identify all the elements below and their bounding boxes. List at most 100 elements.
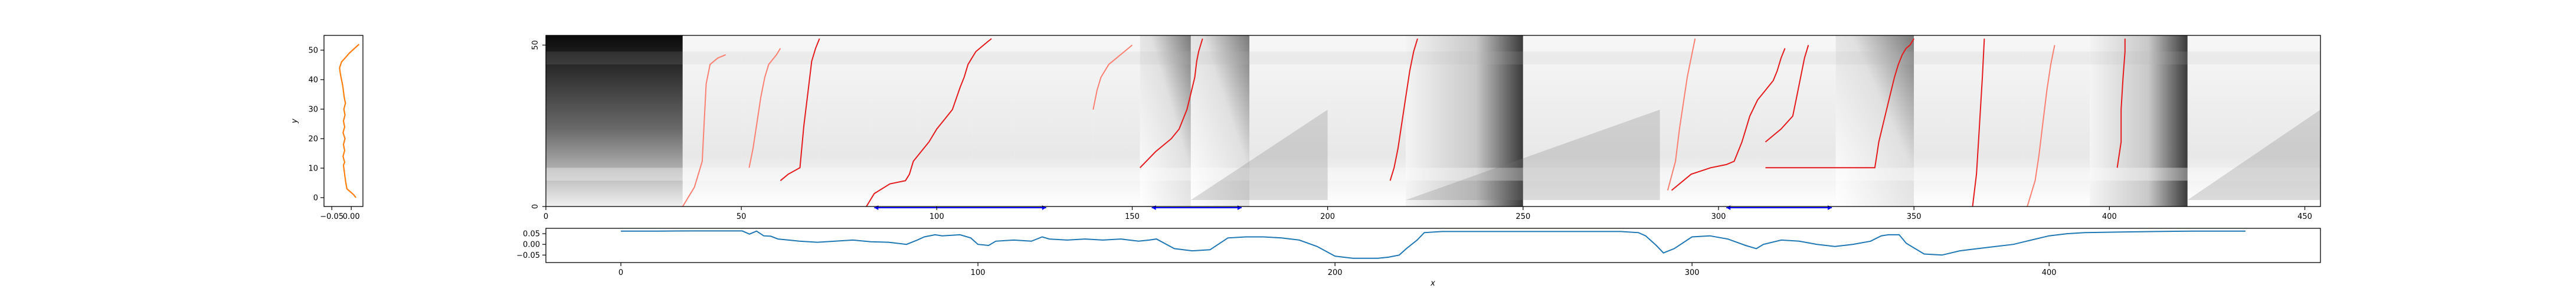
side-profile-series-line xyxy=(339,44,360,198)
heatmap-segment xyxy=(2023,35,2090,206)
side-ytick-label: 50 xyxy=(308,47,318,55)
heatmap-segment xyxy=(1014,35,1094,206)
alignment-path-salmon xyxy=(682,54,726,206)
bottom-xtick-label: 0 xyxy=(618,268,623,277)
heatmap-band xyxy=(819,51,870,65)
heatmap-band xyxy=(1327,168,1406,181)
heatmap-band xyxy=(1406,51,1523,65)
side-profile-line-group xyxy=(339,44,360,198)
side-profile-yticks: 0 10 20 30 40 50 xyxy=(308,47,324,203)
side-profile-ylabel: y xyxy=(290,119,299,124)
heatmap-band xyxy=(1835,168,1914,181)
bottom-series-frame xyxy=(545,228,2321,263)
alignment-path-salmon xyxy=(748,48,781,168)
heatmap-band xyxy=(2023,168,2090,181)
heatmap-band xyxy=(1835,51,1914,65)
heatmap-band xyxy=(1523,168,1660,181)
heatmap-band xyxy=(1659,51,1699,65)
heatmap-segment xyxy=(2187,35,2320,206)
side-profile-xticks: −0.050.00 xyxy=(320,206,360,221)
bottom-xtick-label: 400 xyxy=(2042,268,2057,277)
alignment-path-red xyxy=(1765,45,1809,143)
heatmap-xtick-label: 300 xyxy=(1711,212,1726,221)
heatmap-segment xyxy=(1406,35,1523,206)
heatmap-xtick-label: 0 xyxy=(544,212,548,221)
heatmap-segment xyxy=(1972,35,2024,206)
alignment-path-red xyxy=(1765,38,1915,169)
heatmap-band xyxy=(1757,168,1836,181)
alignment-path-red xyxy=(1389,38,1418,181)
alignment-path-red xyxy=(1139,38,1203,168)
heatmap-xtick-label: 250 xyxy=(1516,212,1530,221)
alignment-path-salmon xyxy=(2027,45,2055,206)
heatmap-xtick-label: 150 xyxy=(1125,212,1140,221)
heatmap-band xyxy=(1914,51,1973,65)
alignment-path-red xyxy=(2116,38,2126,168)
heatmap-segment xyxy=(1327,35,1406,206)
heatmap-xtick-label: 200 xyxy=(1320,212,1335,221)
heatmap-band xyxy=(1249,168,1328,181)
heatmap-band xyxy=(1757,51,1836,65)
heatmap-segment xyxy=(1190,35,1250,206)
heatmap-band xyxy=(741,168,781,181)
heatmap-segment xyxy=(1914,35,1973,206)
heatmap-ytick-label: 50 xyxy=(531,40,540,50)
heatmap-band xyxy=(819,168,870,181)
heatmap-band xyxy=(2187,51,2320,65)
heatmap-shade xyxy=(1406,109,1660,201)
heatmap-segment xyxy=(819,35,870,206)
heatmap-segment xyxy=(1835,35,1914,206)
heatmap-image xyxy=(546,35,2320,206)
heatmap-band xyxy=(1014,51,1094,65)
heatmap-segment xyxy=(1757,35,1836,206)
bottom-series-xticks: 0 100 200 300 400 xyxy=(618,263,2057,277)
heatmap-segment xyxy=(2090,35,2188,206)
heatmap-segment xyxy=(741,35,781,206)
heatmap-band xyxy=(968,51,1015,65)
side-ytick-label: 10 xyxy=(308,165,318,173)
side-ytick-label: 30 xyxy=(308,106,318,114)
bottom-ytick-label: 0.05 xyxy=(523,230,540,239)
heatmap-band xyxy=(1914,168,1973,181)
bottom-series-panel: 0 100 200 300 400 0.05 0.00−0.05 x xyxy=(516,228,2321,288)
heatmap-band xyxy=(870,51,918,65)
heatmap-band xyxy=(1140,168,1191,181)
alignment-path-salmon xyxy=(1092,44,1133,110)
heatmap-band xyxy=(1972,168,2024,181)
heatmap-band xyxy=(1140,51,1191,65)
heatmap-band xyxy=(2187,168,2320,181)
heatmap-band xyxy=(1523,51,1660,65)
bottom-xtick-label: 300 xyxy=(1685,268,1700,277)
cost-matrix-panel: 0 50 100 150 200 250 300 350 400 450 0 50 xyxy=(531,35,2321,221)
heatmap-band xyxy=(2090,168,2188,181)
heatmap-band xyxy=(1093,168,1140,181)
heatmap-band xyxy=(1406,168,1523,181)
heatmap-band xyxy=(1014,168,1094,181)
heatmap-band xyxy=(1659,168,1699,181)
heatmap-segment xyxy=(780,35,820,206)
heatmap-band xyxy=(1190,168,1250,181)
alignment-path-red xyxy=(866,38,992,206)
side-ytick-label: 0 xyxy=(313,194,318,203)
bottom-series-xlabel: x xyxy=(1430,279,1435,288)
heatmap-shade xyxy=(2187,109,2320,201)
side-ytick-label: 20 xyxy=(308,135,318,144)
heatmap-segment xyxy=(1659,35,1699,206)
heatmap-frame xyxy=(545,35,2321,207)
bottom-ytick-label: 0.00 xyxy=(523,241,540,250)
heatmap-band xyxy=(780,51,820,65)
heatmap-band xyxy=(682,168,742,181)
heatmap-band xyxy=(917,168,968,181)
heatmap-band xyxy=(1190,51,1250,65)
alignment-path-salmon xyxy=(1667,38,1696,191)
bottom-ytick-label: −0.05 xyxy=(516,251,540,260)
heatmap-band xyxy=(968,168,1015,181)
heatmap-band xyxy=(1972,51,2024,65)
heatmap-segment xyxy=(1523,35,1660,206)
heatmap-yticks: 0 50 xyxy=(531,40,546,209)
alignment-path-red xyxy=(780,38,820,181)
side-profile-panel: −0.050.00 0 10 20 30 40 50 y xyxy=(290,35,364,221)
heatmap-band xyxy=(1698,168,1758,181)
side-xtick-label: 0.00 xyxy=(343,212,360,221)
